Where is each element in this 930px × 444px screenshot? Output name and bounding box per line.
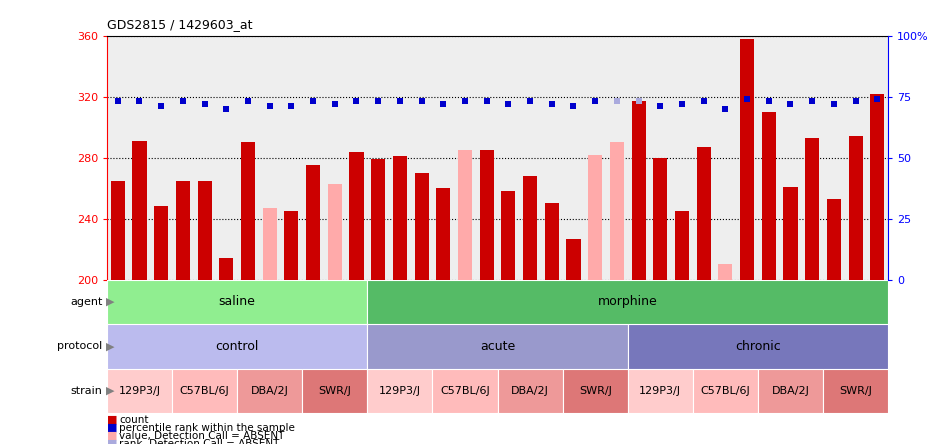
Bar (306, 165, 320, 280)
Bar (566, 238, 580, 280)
Bar (219, 258, 233, 280)
Text: DBA/2J: DBA/2J (512, 386, 549, 396)
Text: ■: ■ (107, 423, 117, 432)
Bar (172, 369, 237, 413)
Bar (154, 206, 168, 280)
Bar (653, 158, 668, 280)
Bar (628, 369, 693, 413)
Text: ■: ■ (107, 415, 117, 424)
Text: morphine: morphine (598, 295, 658, 309)
Bar (262, 208, 277, 280)
Bar (237, 369, 302, 413)
Bar (675, 211, 689, 280)
Bar (458, 150, 472, 280)
Text: SWR/J: SWR/J (318, 386, 352, 396)
Text: 129P3/J: 129P3/J (118, 386, 161, 396)
Bar (563, 369, 628, 413)
Bar (870, 94, 884, 280)
Text: GDS2815 / 1429603_at: GDS2815 / 1429603_at (107, 18, 252, 31)
Text: ▶: ▶ (106, 386, 114, 396)
Bar (805, 138, 819, 280)
Bar (111, 181, 125, 280)
Bar (241, 143, 255, 280)
Bar (197, 181, 212, 280)
Bar (350, 151, 364, 280)
Text: control: control (216, 340, 259, 353)
Text: C57BL/6J: C57BL/6J (700, 386, 751, 396)
Bar (740, 39, 754, 280)
Bar (480, 150, 494, 280)
Bar (176, 181, 190, 280)
Text: ▶: ▶ (106, 297, 114, 307)
Text: ■: ■ (107, 431, 117, 440)
Bar (107, 369, 172, 413)
Text: acute: acute (480, 340, 515, 353)
Bar (107, 280, 367, 324)
Bar (827, 199, 841, 280)
Bar (367, 369, 432, 413)
Bar (432, 369, 498, 413)
Text: SWR/J: SWR/J (839, 386, 872, 396)
Bar (588, 155, 603, 280)
Bar (392, 156, 407, 280)
Bar (693, 369, 758, 413)
Text: C57BL/6J: C57BL/6J (440, 386, 490, 396)
Text: 129P3/J: 129P3/J (379, 386, 421, 396)
Bar (718, 265, 733, 280)
Bar (501, 191, 515, 280)
Bar (327, 183, 342, 280)
Text: count: count (119, 415, 149, 424)
Text: C57BL/6J: C57BL/6J (179, 386, 230, 396)
Bar (436, 188, 450, 280)
Bar (762, 112, 776, 280)
Bar (758, 369, 823, 413)
Bar (697, 147, 711, 280)
Text: percentile rank within the sample: percentile rank within the sample (119, 423, 295, 432)
Bar (823, 369, 888, 413)
Bar (302, 369, 367, 413)
Text: ▶: ▶ (106, 341, 114, 351)
Text: SWR/J: SWR/J (578, 386, 612, 396)
Text: agent: agent (70, 297, 102, 307)
Text: saline: saline (219, 295, 256, 309)
Text: DBA/2J: DBA/2J (251, 386, 288, 396)
Text: value, Detection Call = ABSENT: value, Detection Call = ABSENT (119, 431, 285, 440)
Bar (107, 324, 367, 369)
Text: chronic: chronic (735, 340, 781, 353)
Bar (610, 143, 624, 280)
Bar (545, 203, 559, 280)
Bar (415, 173, 429, 280)
Bar (367, 280, 888, 324)
Text: strain: strain (71, 386, 102, 396)
Bar (132, 141, 147, 280)
Bar (523, 176, 538, 280)
Bar (631, 101, 645, 280)
Text: 129P3/J: 129P3/J (639, 386, 682, 396)
Bar (848, 136, 863, 280)
Bar (783, 186, 798, 280)
Text: protocol: protocol (57, 341, 102, 351)
Bar (367, 324, 628, 369)
Bar (371, 159, 385, 280)
Text: ■: ■ (107, 439, 117, 444)
Text: DBA/2J: DBA/2J (772, 386, 809, 396)
Bar (285, 211, 299, 280)
Text: rank, Detection Call = ABSENT: rank, Detection Call = ABSENT (119, 439, 279, 444)
Bar (628, 324, 888, 369)
Bar (498, 369, 563, 413)
